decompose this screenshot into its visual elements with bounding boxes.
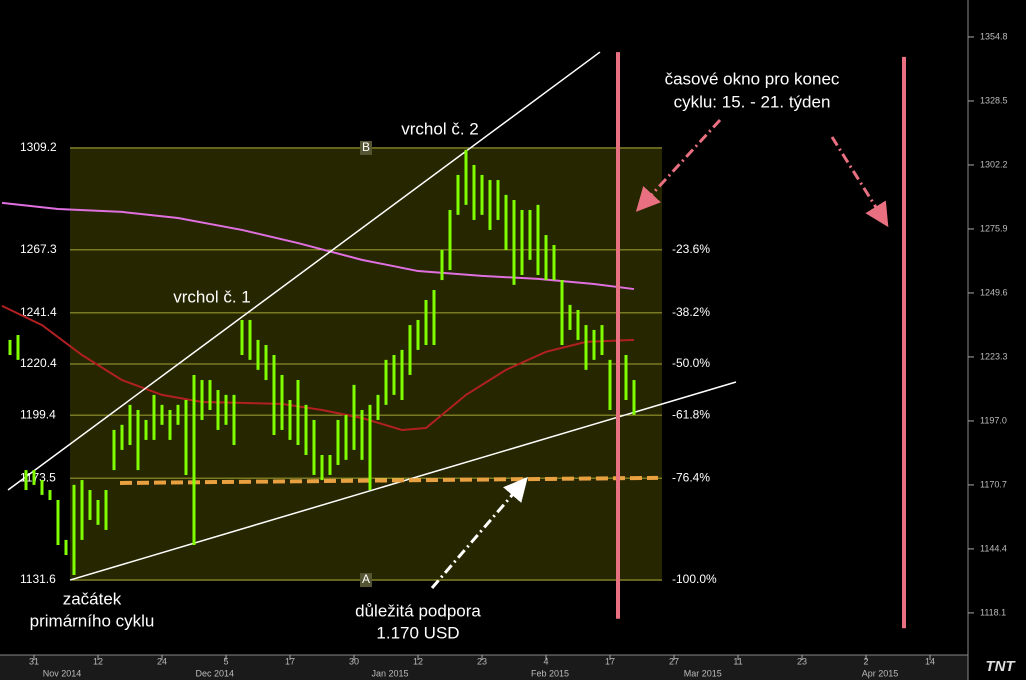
fib-marker [360,140,372,155]
annotation: cyklu: 15. - 21. týden [674,92,831,111]
fib-marker-label: B [362,140,370,154]
x-tick-label: 12 [93,656,103,666]
fib-price-label: 1220.4 [20,356,57,370]
x-axis-strip [0,655,968,680]
y-tick-label: 1249.6 [980,287,1008,297]
month-label: Apr 2015 [862,668,899,678]
x-tick-label: 14 [925,656,935,666]
month-label: Jan 2015 [371,668,408,678]
x-tick-label: 23 [477,656,487,666]
annotation: vrchol č. 1 [173,287,250,306]
x-tick-label: 27 [669,656,679,666]
x-tick-label: 23 [797,656,807,666]
x-tick-label: 17 [605,656,615,666]
logo: TNT [985,658,1016,675]
annotation: primárního cyklu [30,611,155,630]
annotation: 1.170 USD [376,623,459,642]
trend-line [7,51,601,491]
arrow [830,136,889,228]
fib-marker-label: A [362,572,370,586]
month-label: Dec 2014 [196,668,235,678]
annotation: důležitá podpora [355,601,481,620]
x-tick-label: 2 [863,656,868,666]
y-tick-label: 1275.9 [980,223,1008,233]
annotation: začátek [63,589,122,608]
fib-price-label: 1309.2 [20,140,57,154]
fib-ratio-label: -50.0% [672,356,710,370]
fib-marker [360,573,372,588]
x-tick-label: 11 [733,656,742,666]
fib-price-label: 1267.3 [20,242,57,256]
arrow [430,476,528,589]
fib-price-label: 1131.6 [20,572,56,586]
fib-ratio-label: -38.2% [672,305,710,319]
fib-ratio-label: -61.8% [672,407,710,421]
month-label: Mar 2015 [684,668,722,678]
y-tick-label: 1118.1 [980,607,1006,617]
x-tick-label: 17 [285,656,295,666]
fib-price-label: 1199.4 [20,407,56,421]
x-tick-label: 31 [29,656,39,666]
x-tick-label: 12 [413,656,423,666]
annotation: vrchol č. 2 [401,119,478,138]
x-tick-label: 5 [223,656,228,666]
month-label: Feb 2015 [531,668,569,678]
moving-average [1,304,635,431]
y-tick-label: 1170.7 [980,479,1007,489]
fib-ratio-label: -23.6% [672,242,710,256]
y-tick-label: 1144.4 [980,543,1007,553]
month-label: Nov 2014 [43,668,82,678]
fib-ratio-label: -100.0% [672,572,717,586]
y-tick-label: 1197.0 [980,415,1007,425]
fib-price-label: 1241.4 [20,305,57,319]
y-tick-label: 1302.2 [980,159,1008,169]
fib-ratio-label: -76.4% [672,470,710,484]
y-tick-label: 1223.3 [980,351,1008,361]
y-tick-label: 1354.8 [980,31,1008,41]
x-tick-label: 30 [349,656,359,666]
x-tick-label: 24 [157,656,167,666]
trend-line [119,475,659,485]
annotation: časové okno pro konec [665,69,840,88]
y-tick-label: 1328.5 [980,95,1008,105]
x-tick-label: 4 [543,656,548,666]
